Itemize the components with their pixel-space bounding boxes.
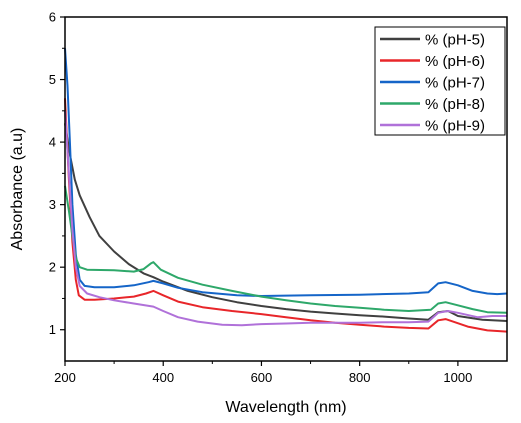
plot-area (64, 48, 508, 333)
x-tick-label: 200 (54, 370, 76, 385)
legend-label: % (pH-5) (425, 32, 485, 49)
axes-frame (64, 16, 508, 362)
x-tick-label: 800 (349, 370, 371, 385)
y-axis: 1 2 3 4 5 6 (49, 10, 65, 337)
x-axis-title: Wavelength (nm) (225, 399, 346, 416)
legend: % (pH-5) % (pH-6) % (pH-7) % (pH-8) % (pH-9) (374, 26, 506, 136)
legend-label: % (pH-9) (425, 118, 485, 135)
y-tick-label: 5 (49, 72, 56, 87)
y-tick-label: 2 (49, 260, 56, 275)
y-tick-label: 3 (49, 197, 56, 212)
y-tick-label: 1 (49, 322, 56, 337)
x-tick-label: 600 (251, 370, 273, 385)
y-tick-label: 6 (49, 10, 56, 25)
y-axis-title: Absorbance (a.u) (9, 128, 26, 251)
series-line-1 (64, 123, 508, 322)
x-axis: 200 400 600 800 1000 (54, 361, 472, 385)
y-tick-label: 4 (49, 135, 56, 150)
legend-label: % (pH-6) (425, 53, 485, 70)
series-line-5 (64, 110, 507, 327)
x-tick-label: 400 (152, 370, 174, 385)
series-line-4 (64, 185, 508, 314)
legend-label: % (pH-8) (425, 96, 485, 113)
series-line-3 (64, 48, 508, 297)
series-line-2 (64, 98, 508, 333)
legend-label: % (pH-7) (425, 75, 485, 92)
x-tick-label: 1000 (443, 370, 472, 385)
